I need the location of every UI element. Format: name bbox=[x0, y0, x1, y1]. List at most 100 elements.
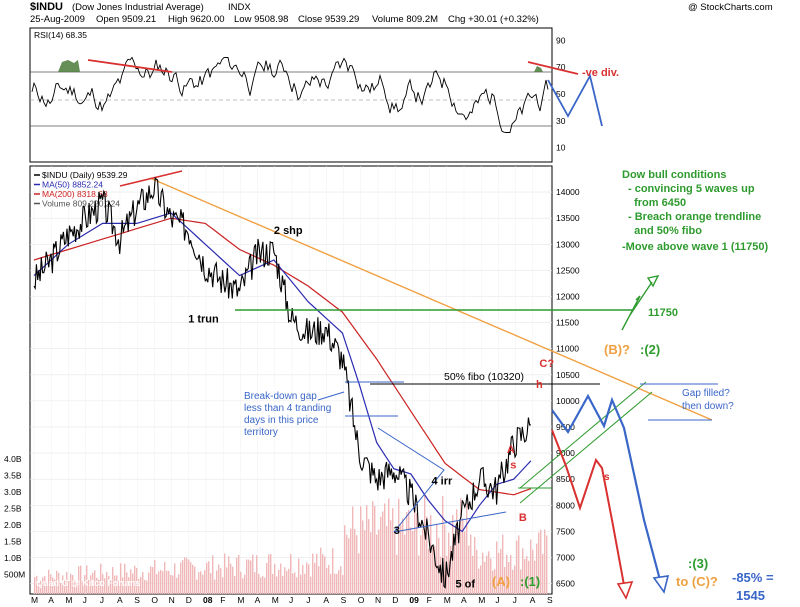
gap-filled-line-1: Gap filled? bbox=[682, 388, 730, 399]
volume-bar bbox=[394, 532, 396, 594]
wave-annotation: 5 of bbox=[456, 579, 476, 591]
volume-bar bbox=[462, 518, 464, 594]
volume-tick-label: 3.5B bbox=[4, 471, 22, 481]
volume-bar bbox=[56, 570, 58, 594]
volume-bar bbox=[476, 549, 478, 594]
wave-annotation: A bbox=[507, 444, 515, 456]
volume-bar bbox=[156, 574, 158, 594]
month-tick-label: F bbox=[220, 595, 225, 605]
volume-bar bbox=[194, 566, 196, 594]
volume-bar bbox=[426, 516, 428, 594]
volume-bar bbox=[160, 570, 162, 594]
price-tick-label: 12500 bbox=[556, 265, 580, 275]
volume-bar bbox=[294, 572, 296, 594]
open-value: Open 9509.21 bbox=[96, 14, 156, 25]
channel-upper bbox=[519, 381, 647, 489]
volume-bar bbox=[228, 556, 230, 594]
volume-bar bbox=[138, 579, 140, 594]
volume-bar bbox=[214, 579, 216, 594]
blue-arrow-head bbox=[652, 575, 670, 594]
price-panel: 6500700075008000850090009500100001050011… bbox=[4, 165, 713, 605]
volume-bar bbox=[526, 556, 528, 594]
volume-bar bbox=[162, 571, 164, 594]
volume-bar bbox=[264, 577, 266, 594]
volume-bar bbox=[50, 574, 52, 594]
volume-bar bbox=[216, 570, 218, 594]
volume-bar bbox=[176, 577, 178, 594]
volume-bar bbox=[54, 579, 56, 594]
volume-tick-label: 500M bbox=[4, 570, 25, 580]
volume-bar bbox=[102, 574, 104, 594]
volume-bar bbox=[348, 538, 350, 594]
month-tick-label: M bbox=[478, 595, 485, 605]
volume-bar bbox=[136, 567, 138, 594]
channel-lower bbox=[519, 391, 653, 504]
volume-bar bbox=[390, 520, 392, 594]
price-tick-label: 14000 bbox=[556, 187, 580, 197]
volume-bar bbox=[212, 555, 214, 594]
volume-bar bbox=[258, 573, 260, 594]
volume-bar bbox=[498, 552, 500, 594]
price-tick-label: 10000 bbox=[556, 396, 580, 406]
month-tick-label: A bbox=[461, 595, 467, 605]
volume-bar bbox=[368, 519, 370, 594]
wave-annotation: s bbox=[510, 460, 516, 472]
high-value: High 9620.00 bbox=[168, 14, 225, 25]
volume-bar bbox=[78, 566, 80, 594]
volume-bar bbox=[238, 554, 240, 594]
volume-bar bbox=[220, 568, 222, 594]
volume-bar bbox=[230, 563, 232, 594]
month-tick-label: D bbox=[392, 595, 398, 605]
volume-bar bbox=[492, 570, 494, 594]
green-arrow-shaft bbox=[621, 295, 641, 331]
volume-bar bbox=[412, 530, 414, 594]
volume-bar bbox=[232, 566, 234, 594]
volume-bar bbox=[310, 576, 312, 594]
volume-bar bbox=[380, 516, 382, 594]
volume-bar bbox=[488, 551, 490, 594]
month-tick-label: J bbox=[306, 595, 310, 605]
rsi-label: RSI(14) 68.35 bbox=[34, 30, 87, 40]
price-line bbox=[33, 176, 531, 589]
volume-bar bbox=[280, 563, 282, 594]
volume-bar bbox=[454, 542, 456, 594]
volume-bar bbox=[110, 579, 112, 594]
volume-bar bbox=[222, 577, 224, 594]
volume-bar bbox=[404, 534, 406, 594]
volume-bar bbox=[472, 555, 474, 594]
volume-bar bbox=[92, 572, 94, 594]
volume-bar bbox=[328, 565, 330, 594]
legend-entry: MA(200) 8318.68 bbox=[42, 189, 108, 199]
volume-bar bbox=[182, 560, 184, 594]
volume-bar bbox=[438, 537, 440, 594]
fibo-label: 50% fibo (10320) bbox=[444, 371, 524, 383]
volume-bar bbox=[514, 565, 516, 594]
wave-annotation: 2 shp bbox=[274, 225, 303, 237]
volume-bar bbox=[494, 569, 496, 594]
volume-bar bbox=[362, 520, 364, 594]
month-tick-label: J bbox=[289, 595, 293, 605]
volume-bar bbox=[344, 525, 346, 594]
volume-bar bbox=[242, 578, 244, 594]
wave-annotation: 3 bbox=[394, 525, 400, 537]
volume-bar bbox=[516, 540, 518, 594]
wave-a-label: (A) bbox=[492, 574, 510, 589]
volume-bar bbox=[396, 554, 398, 594]
volume-bar bbox=[324, 556, 326, 594]
volume-bar bbox=[402, 518, 404, 594]
volume-bar bbox=[374, 505, 376, 594]
rsi-divergence-line-right bbox=[527, 61, 579, 75]
volume-bar bbox=[518, 535, 520, 594]
price-axis-ticks: 6500700075008000850090009500100001050011… bbox=[556, 187, 580, 588]
volume-bar bbox=[522, 548, 524, 594]
volume-bar bbox=[392, 508, 394, 594]
volume-bar bbox=[336, 573, 338, 594]
volume-bar bbox=[540, 529, 542, 594]
volume-bar bbox=[504, 566, 506, 594]
volume-bar bbox=[148, 572, 150, 594]
volume-bar bbox=[94, 570, 96, 594]
volume-bar bbox=[128, 577, 130, 594]
price-frame bbox=[29, 165, 553, 595]
volume-bar bbox=[108, 576, 110, 594]
